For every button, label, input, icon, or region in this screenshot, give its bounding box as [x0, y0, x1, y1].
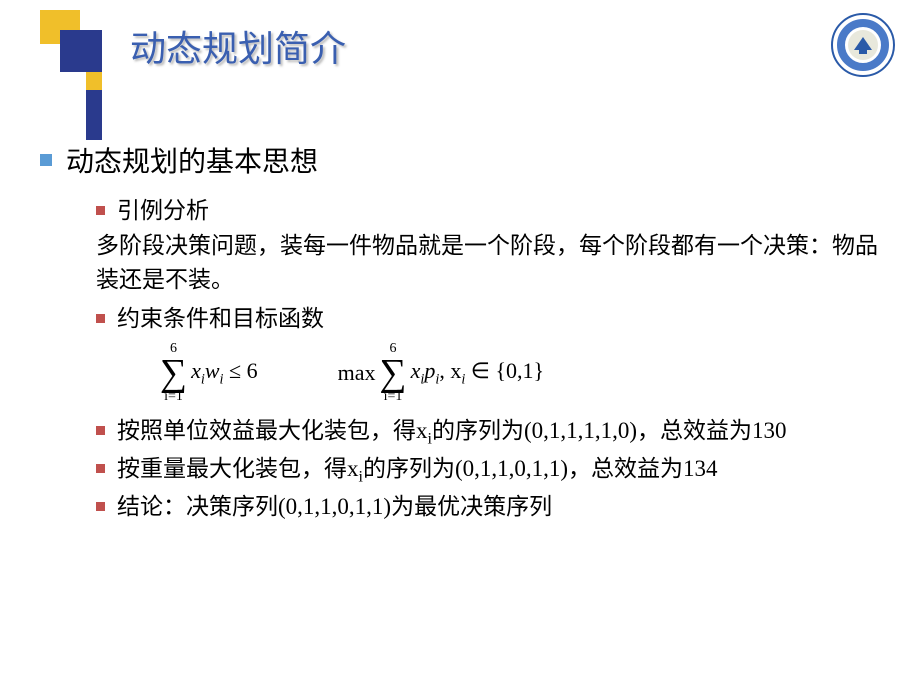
sigma-icon: ∑ — [160, 356, 187, 390]
objective-formula: max 6 ∑ i=1 xipi, xi ∈ {0,1} — [338, 342, 545, 404]
list-item: 按照单位效益最大化装包，得xi的序列为(0,1,1,1,1,0)，总效益为130 — [96, 414, 890, 452]
item-text: 引例分析 — [117, 194, 209, 229]
heading-text: 动态规划的基本思想 — [66, 140, 318, 180]
bullet-square-small — [96, 206, 105, 215]
list-item: 引例分析 — [96, 194, 890, 229]
text-part: 按照单位效益最大化装包，得x — [117, 418, 428, 443]
bullet-square-small — [96, 426, 105, 435]
formula-term: xipi, xi ∈ {0,1} — [411, 358, 545, 388]
text-part: 的序列为(0,1,1,1,1,0)，总效益为130 — [432, 418, 787, 443]
decor-blue-square — [60, 30, 102, 72]
sub: i — [220, 371, 224, 387]
sigma-sum: 6 ∑ i=1 — [379, 342, 406, 404]
var: x — [191, 358, 201, 383]
constraint-formula: 6 ∑ i=1 xiwi ≤ 6 — [160, 342, 258, 404]
section-heading: 动态规划的基本思想 — [40, 140, 890, 180]
max-label: max — [338, 360, 376, 386]
bullet-square-small — [96, 314, 105, 323]
list-item: 按重量最大化装包，得xi的序列为(0,1,1,0,1,1)，总效益为134 — [96, 452, 890, 490]
item-text: 约束条件和目标函数 — [117, 302, 324, 337]
decor-yellow-bar — [86, 72, 102, 90]
bullet-square-small — [96, 502, 105, 511]
slide-content: 动态规划的基本思想 引例分析 多阶段决策问题，装每一件物品就是一个阶段，每个阶段… — [40, 140, 890, 524]
sum-lower: i=1 — [384, 390, 403, 404]
text-part: 按重量最大化装包，得x — [117, 456, 359, 481]
decor-top — [0, 0, 120, 50]
formula-row: 6 ∑ i=1 xiwi ≤ 6 max 6 ∑ i=1 xipi, xi ∈ … — [160, 342, 890, 404]
sigma-sum: 6 ∑ i=1 — [160, 342, 187, 404]
decor-blue-bar — [86, 90, 102, 140]
var: w — [205, 358, 220, 383]
bullet-square-large — [40, 154, 52, 166]
var: p — [424, 358, 435, 383]
bullet-square-small — [96, 464, 105, 473]
relation: ≤ 6 — [229, 358, 258, 383]
list-item: 约束条件和目标函数 — [96, 302, 890, 337]
sigma-icon: ∑ — [379, 356, 406, 390]
paragraph: 多阶段决策问题，装每一件物品就是一个阶段，每个阶段都有一个决策：物品装还是不装。 — [96, 229, 890, 298]
slide-title: 动态规划简介 — [130, 20, 346, 72]
suffix: ∈ {0,1} — [465, 358, 544, 383]
formula-term: xiwi ≤ 6 — [191, 358, 258, 388]
suffix: , x — [439, 358, 461, 383]
university-logo — [830, 12, 896, 78]
item-text: 结论：决策序列(0,1,1,0,1,1)为最优决策序列 — [117, 490, 552, 525]
var: x — [411, 358, 421, 383]
sum-lower: i=1 — [164, 390, 183, 404]
item-text: 按重量最大化装包，得xi的序列为(0,1,1,0,1,1)，总效益为134 — [117, 452, 718, 490]
text-part: 的序列为(0,1,1,0,1,1)，总效益为134 — [363, 456, 718, 481]
item-text: 按照单位效益最大化装包，得xi的序列为(0,1,1,1,1,0)，总效益为130 — [117, 414, 787, 452]
list-item: 结论：决策序列(0,1,1,0,1,1)为最优决策序列 — [96, 490, 890, 525]
